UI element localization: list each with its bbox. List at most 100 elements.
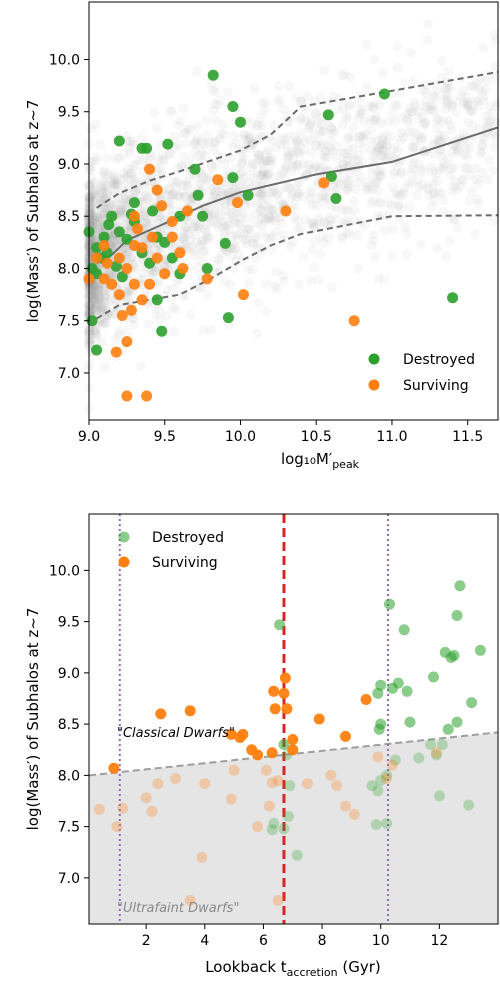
background-subhalo-point xyxy=(481,84,492,95)
surviving-point xyxy=(98,240,110,251)
background-subhalo-point xyxy=(91,298,102,309)
destroyed-point xyxy=(428,671,439,683)
destroyed-point xyxy=(425,739,437,751)
surviving-point xyxy=(147,231,159,243)
background-subhalo-point xyxy=(192,262,203,273)
background-subhalo-point xyxy=(91,294,102,305)
destroyed-point xyxy=(447,292,459,304)
background-subhalo-point xyxy=(98,318,108,329)
background-subhalo-point xyxy=(171,182,182,193)
background-subhalo-point xyxy=(318,150,329,161)
background-subhalo-point xyxy=(90,333,101,344)
bottom-plot-frame xyxy=(88,513,499,925)
destroyed-point xyxy=(147,205,159,217)
background-subhalo-point xyxy=(95,221,106,232)
background-subhalo-point xyxy=(447,186,458,197)
background-subhalo-point xyxy=(120,244,130,254)
destroyed-point xyxy=(330,193,342,204)
background-subhalo-point xyxy=(158,155,168,166)
background-subhalo-point xyxy=(100,289,111,300)
background-subhalo-point xyxy=(377,138,388,149)
background-subhalo-point xyxy=(295,222,306,233)
background-subhalo-point xyxy=(122,327,133,338)
background-subhalo-point xyxy=(294,138,305,149)
background-subhalo-point xyxy=(438,161,449,172)
background-subhalo-point xyxy=(107,200,118,211)
background-subhalo-point xyxy=(278,165,289,176)
background-subhalo-point xyxy=(217,183,228,194)
background-subhalo-point xyxy=(84,284,95,295)
background-subhalo-point xyxy=(340,173,351,184)
background-subhalo-point xyxy=(291,92,301,103)
background-subhalo-point xyxy=(109,179,120,190)
background-subhalo-point xyxy=(439,158,450,169)
background-subhalo-point xyxy=(448,162,459,173)
background-subhalo-point xyxy=(374,142,385,153)
background-subhalo-point xyxy=(377,132,388,143)
background-subhalo-point xyxy=(92,223,103,234)
background-subhalo-point xyxy=(365,198,376,209)
background-subhalo-point xyxy=(95,305,105,316)
background-subhalo-point xyxy=(244,134,255,145)
background-subhalo-point xyxy=(87,292,98,303)
background-subhalo-point xyxy=(245,170,256,181)
background-subhalo-point xyxy=(407,159,418,170)
surviving-point xyxy=(166,231,178,243)
background-subhalo-point xyxy=(428,100,439,111)
background-subhalo-point xyxy=(243,177,254,188)
background-subhalo-point xyxy=(473,83,484,94)
background-subhalo-point xyxy=(267,135,278,146)
background-subhalo-point xyxy=(318,125,329,136)
background-subhalo-point xyxy=(408,142,419,153)
background-subhalo-point xyxy=(167,175,178,186)
surviving-point xyxy=(268,685,280,697)
background-subhalo-point xyxy=(94,212,105,223)
background-subhalo-point xyxy=(90,325,101,336)
background-subhalo-point xyxy=(240,234,251,245)
background-subhalo-point xyxy=(85,291,96,302)
background-subhalo-point xyxy=(94,284,105,295)
background-subhalo-point xyxy=(89,293,100,304)
x-tick-label: 9.5 xyxy=(154,429,176,445)
y-tick-label: 10.0 xyxy=(49,563,80,579)
background-subhalo-point xyxy=(172,176,182,187)
surviving-point xyxy=(166,216,178,227)
background-subhalo-point xyxy=(87,216,98,227)
top-panel: 9.0 9.5 10.0 10.5 11.0 11.5 7.0 7.5 8.0 8.5 9.0 9.5… xyxy=(24,1,500,471)
background-subhalo-point xyxy=(199,139,210,149)
background-subhalo-point xyxy=(111,199,122,210)
background-subhalo-point xyxy=(364,101,374,112)
background-subhalo-point xyxy=(85,203,96,214)
background-subhalo-point xyxy=(145,151,156,162)
background-subhalo-point xyxy=(100,293,111,304)
background-subhalo-point xyxy=(413,129,424,140)
background-subhalo-point xyxy=(294,177,305,188)
background-subhalo-point xyxy=(401,249,412,260)
background-subhalo-point xyxy=(435,151,446,162)
surviving-point xyxy=(177,263,189,274)
background-subhalo-point xyxy=(84,197,95,208)
background-subhalo-point xyxy=(320,152,331,163)
background-subhalo-point xyxy=(110,334,121,345)
background-subhalo-point xyxy=(89,281,100,291)
surviving-point xyxy=(121,263,133,274)
background-subhalo-point xyxy=(294,115,305,126)
background-subhalo-point xyxy=(481,110,491,121)
background-subhalo-point xyxy=(209,216,220,226)
background-subhalo-point xyxy=(214,134,225,144)
background-subhalo-point xyxy=(478,42,489,52)
background-subhalo-point xyxy=(134,154,145,165)
background-subhalo-point xyxy=(399,78,410,89)
background-subhalo-point xyxy=(483,117,494,128)
background-subhalo-point xyxy=(427,166,438,177)
background-subhalo-point xyxy=(440,83,451,94)
background-subhalo-point xyxy=(302,92,312,103)
background-subhalo-point xyxy=(237,166,247,177)
destroyed-point xyxy=(466,697,478,709)
destroyed-point xyxy=(151,294,163,306)
background-subhalo-point xyxy=(87,297,98,307)
background-subhalo-point xyxy=(95,302,106,313)
background-subhalo-point xyxy=(337,233,348,244)
surviving-point xyxy=(313,713,325,725)
